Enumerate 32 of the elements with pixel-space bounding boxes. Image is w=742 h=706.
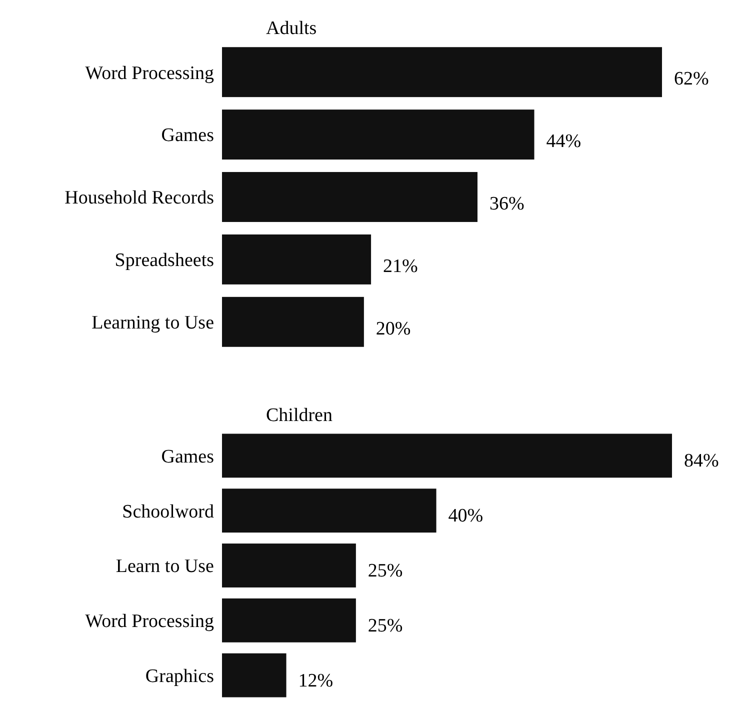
y-tick-label: Learning to Use bbox=[92, 312, 214, 334]
bar bbox=[222, 598, 356, 642]
bar bbox=[222, 488, 436, 533]
chart-title: Children bbox=[266, 405, 333, 426]
bar bbox=[222, 172, 478, 222]
bar bbox=[222, 544, 356, 588]
data-label: 36% bbox=[489, 193, 524, 214]
y-tick-label: Word Processing bbox=[85, 62, 214, 84]
data-label: 25% bbox=[368, 560, 403, 582]
bar bbox=[222, 234, 372, 284]
bar bbox=[222, 434, 672, 478]
chart-title: Adults bbox=[266, 18, 317, 39]
y-tick-label: Word Processing bbox=[85, 611, 214, 632]
y-tick-label: Schoolword bbox=[122, 501, 214, 522]
data-label: 12% bbox=[298, 670, 334, 692]
bar bbox=[222, 653, 286, 698]
bar bbox=[222, 47, 662, 98]
y-tick-label: Games bbox=[161, 446, 214, 468]
data-label: 62% bbox=[674, 68, 709, 90]
data-label: 84% bbox=[684, 450, 719, 472]
y-tick-label: Spreadsheets bbox=[114, 250, 214, 272]
bar bbox=[222, 296, 364, 347]
data-label: 21% bbox=[383, 256, 418, 277]
bar bbox=[222, 110, 534, 160]
y-tick-label: Learn to Use bbox=[116, 556, 214, 578]
y-tick-label: Household Records bbox=[64, 188, 214, 209]
data-label: 40% bbox=[448, 506, 484, 527]
data-label: 44% bbox=[546, 131, 582, 152]
data-label: 25% bbox=[368, 615, 403, 636]
data-label: 20% bbox=[376, 318, 411, 340]
y-tick-label: Games bbox=[161, 125, 214, 146]
y-tick-label: Graphics bbox=[145, 666, 214, 687]
